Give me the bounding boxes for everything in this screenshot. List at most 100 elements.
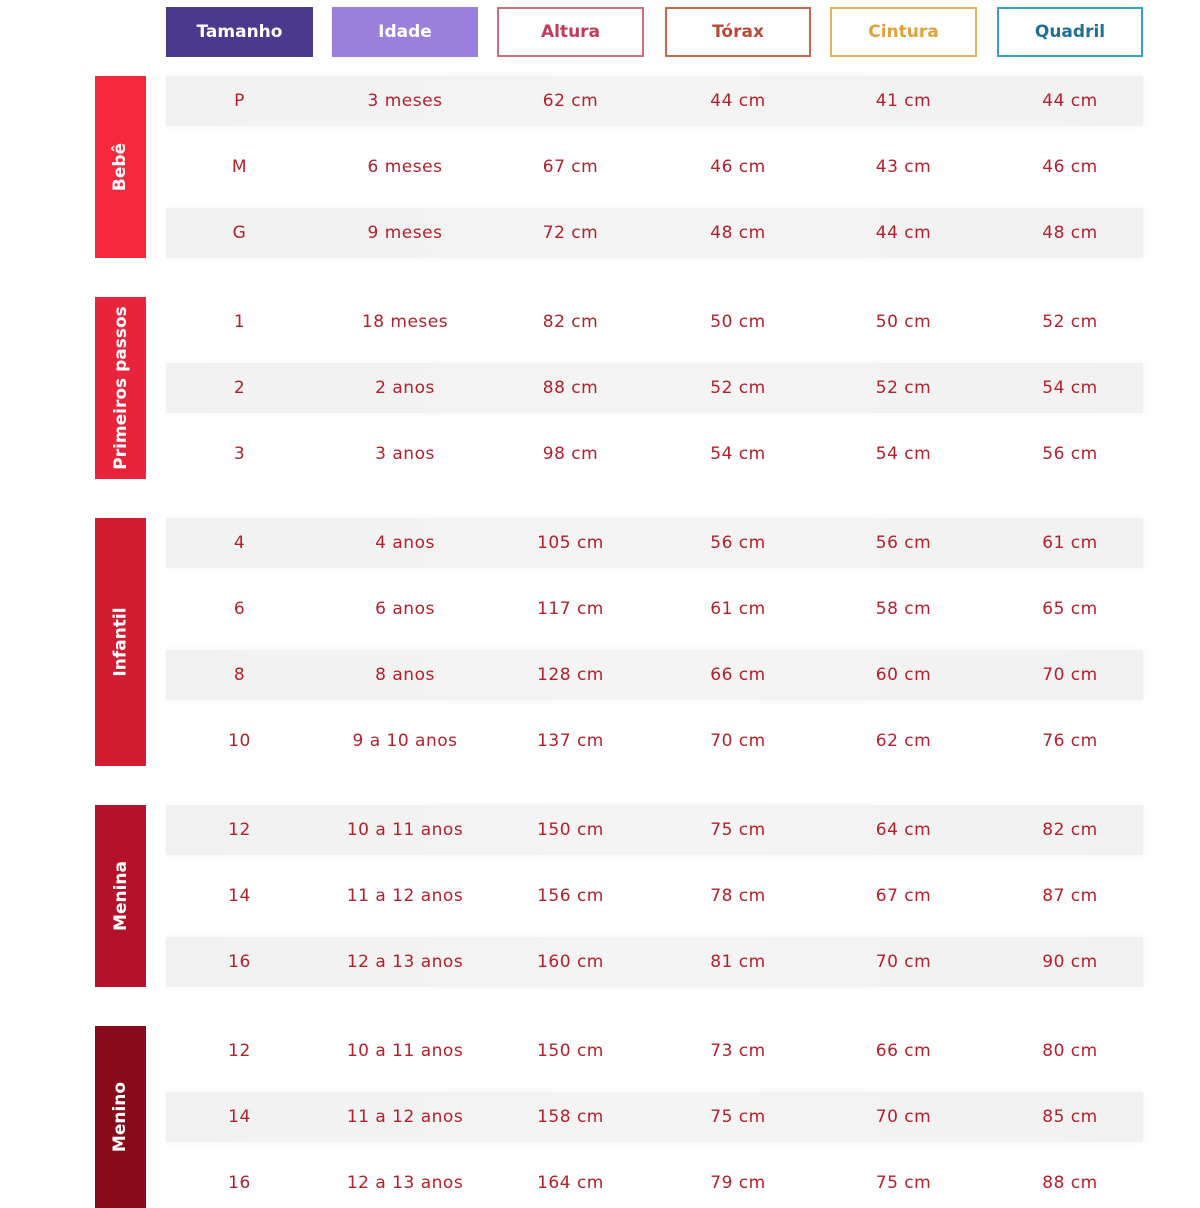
column-header-idade: Idade (332, 7, 478, 57)
group-label-text: Bebê (110, 142, 131, 192)
table-cell: 98 cm (542, 444, 599, 464)
column-header-altura: Altura (497, 7, 644, 57)
table-row: M 6 meses 67 cm 46 cm 43 cm 46 cm (166, 142, 1143, 192)
table-cell: 65 cm (1042, 599, 1098, 619)
table-cell: 62 cm (875, 731, 932, 751)
table-cell: 61 cm (710, 599, 766, 619)
table-cell: 46 cm (1042, 157, 1098, 177)
table-cell: 73 cm (710, 1041, 766, 1061)
table-cell: 70 cm (710, 731, 766, 751)
table-cell: 87 cm (1042, 886, 1098, 906)
table-cell: 50 cm (875, 312, 932, 332)
table-cell: 88 cm (1042, 1173, 1098, 1193)
table-row: 10 9 a 10 anos 137 cm 70 cm 62 cm 76 cm (166, 716, 1143, 766)
table-cell: 64 cm (875, 820, 932, 840)
table-cell: 75 cm (875, 1173, 932, 1193)
table-cell: 54 cm (875, 444, 932, 464)
table-cell: 4 anos (375, 533, 435, 553)
table-row: 12 10 a 11 anos 150 cm 75 cm 64 cm 82 cm (166, 805, 1143, 855)
table-row: 4 4 anos 105 cm 56 cm 56 cm 61 cm (166, 518, 1143, 568)
table-cell: 66 cm (710, 665, 766, 685)
table-cell: 2 (233, 378, 246, 398)
table-row: P 3 meses 62 cm 44 cm 41 cm 44 cm (166, 76, 1143, 126)
table-cell: 48 cm (1042, 223, 1098, 243)
table-cell: 50 cm (710, 312, 766, 332)
table-cell: 3 (233, 444, 246, 464)
column-header-quadril: Quadril (997, 7, 1143, 57)
group-label-text: Menina (110, 861, 131, 931)
table-cell: 75 cm (710, 820, 766, 840)
table-cell: 56 cm (875, 533, 932, 553)
column-header-tamanho: Tamanho (166, 7, 313, 57)
column-header-cintura: Cintura (830, 7, 977, 57)
table-cell: 85 cm (1042, 1107, 1098, 1127)
table-cell: 88 cm (542, 378, 599, 398)
table-cell: 81 cm (710, 952, 766, 972)
table-cell: 62 cm (542, 91, 599, 111)
table-cell: 128 cm (537, 665, 604, 685)
table-cell: 44 cm (875, 223, 932, 243)
table-row: 1 18 meses 82 cm 50 cm 50 cm 52 cm (166, 297, 1143, 347)
table-cell: 82 cm (1042, 820, 1098, 840)
table-cell: 3 anos (375, 444, 435, 464)
table-row: 2 2 anos 88 cm 52 cm 52 cm 54 cm (166, 363, 1143, 413)
table-cell: 44 cm (1042, 91, 1098, 111)
table-cell: 61 cm (1042, 533, 1098, 553)
group-label-text: Primeiros passos (110, 306, 131, 470)
table-cell: 11 a 12 anos (346, 1107, 464, 1127)
table-cell: 158 cm (537, 1107, 604, 1127)
table-cell: 46 cm (710, 157, 766, 177)
table-cell: 12 a 13 anos (346, 1173, 464, 1193)
table-cell: 14 (228, 886, 251, 906)
table-cell: 2 anos (375, 378, 435, 398)
group-label-text: Menino (110, 1081, 131, 1153)
table-cell: 117 cm (537, 599, 604, 619)
table-row: 14 11 a 12 anos 158 cm 75 cm 70 cm 85 cm (166, 1092, 1143, 1142)
table-cell: 16 (228, 1173, 251, 1193)
table-cell: 12 (228, 820, 251, 840)
table-cell: 9 meses (367, 223, 443, 243)
table-cell: 60 cm (875, 665, 932, 685)
table-cell: 12 (228, 1041, 251, 1061)
table-cell: 90 cm (1042, 952, 1098, 972)
table-cell: 48 cm (710, 223, 766, 243)
table-cell: 70 cm (875, 952, 932, 972)
table-cell: 58 cm (875, 599, 932, 619)
group-label-2: Infantil (95, 518, 146, 766)
table-cell: 8 (233, 665, 246, 685)
table-cell: 54 cm (1042, 378, 1098, 398)
table-cell: 156 cm (537, 886, 604, 906)
table-cell: 67 cm (542, 157, 599, 177)
table-cell: 54 cm (710, 444, 766, 464)
table-cell: 66 cm (875, 1041, 932, 1061)
table-cell: 70 cm (875, 1107, 932, 1127)
table-cell: 52 cm (875, 378, 932, 398)
table-cell: 10 a 11 anos (346, 1041, 464, 1061)
table-cell: 9 a 10 anos (352, 731, 458, 751)
table-cell: 75 cm (710, 1107, 766, 1127)
table-cell: 10 (228, 731, 251, 751)
table-cell: 16 (228, 952, 251, 972)
group-label-0: Bebê (95, 76, 146, 258)
table-cell: 82 cm (542, 312, 599, 332)
table-cell: 80 cm (1042, 1041, 1098, 1061)
table-cell: 18 meses (361, 312, 449, 332)
table-row: 8 8 anos 128 cm 66 cm 60 cm 70 cm (166, 650, 1143, 700)
table-row: 16 12 a 13 anos 164 cm 79 cm 75 cm 88 cm (166, 1158, 1143, 1208)
table-cell: G (232, 223, 247, 243)
table-row: 12 10 a 11 anos 150 cm 73 cm 66 cm 80 cm (166, 1026, 1143, 1076)
table-cell: 1 (233, 312, 246, 332)
table-cell: 70 cm (1042, 665, 1098, 685)
table-cell: 164 cm (537, 1173, 604, 1193)
table-cell: 72 cm (542, 223, 599, 243)
table-row: 3 3 anos 98 cm 54 cm 54 cm 56 cm (166, 429, 1143, 479)
table-cell: 10 a 11 anos (346, 820, 464, 840)
table-cell: 3 meses (367, 91, 443, 111)
table-cell: 43 cm (875, 157, 932, 177)
table-cell: 78 cm (710, 886, 766, 906)
table-row: G 9 meses 72 cm 48 cm 44 cm 48 cm (166, 208, 1143, 258)
table-cell: 160 cm (537, 952, 604, 972)
table-cell: 6 (233, 599, 246, 619)
table-cell: 12 a 13 anos (346, 952, 464, 972)
table-row: 6 6 anos 117 cm 61 cm 58 cm 65 cm (166, 584, 1143, 634)
